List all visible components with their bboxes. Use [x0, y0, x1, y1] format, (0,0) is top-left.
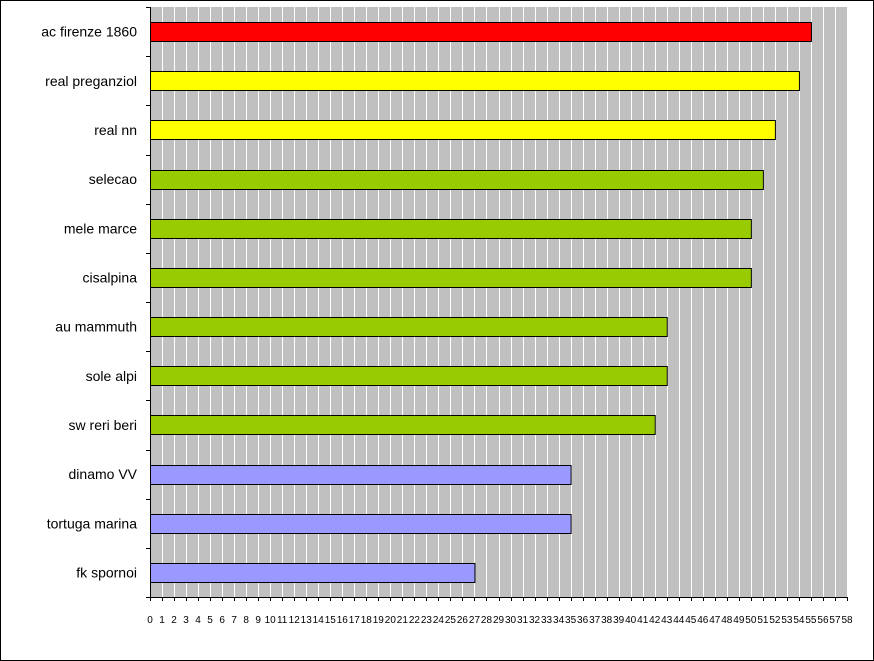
plot-area [150, 7, 847, 597]
bar-5 [150, 268, 752, 288]
x-tick-label: 34 [553, 615, 565, 626]
x-tick-label: 38 [601, 615, 613, 626]
x-tick-label: 31 [517, 615, 529, 626]
x-tick-label: 32 [529, 615, 541, 626]
x-tick-label: 24 [433, 615, 445, 626]
x-tick-label: 15 [325, 615, 337, 626]
category-label: real nn [94, 122, 137, 138]
x-tick-label: 54 [793, 615, 805, 626]
x-tick-label: 11 [277, 615, 288, 626]
x-tick-label: 2 [171, 615, 177, 626]
x-tick-label: 14 [313, 615, 325, 626]
x-tick-label: 33 [541, 615, 553, 626]
x-tick-label: 21 [397, 615, 409, 626]
category-label: selecao [89, 171, 137, 187]
x-tick-label: 6 [219, 615, 225, 626]
x-tick-label: 29 [493, 615, 505, 626]
bar-8 [150, 415, 656, 435]
x-tick-label: 50 [745, 615, 757, 626]
x-tick-label: 40 [625, 615, 637, 626]
category-label: tortuga marina [47, 515, 137, 531]
x-tick-label: 45 [685, 615, 697, 626]
x-tick-label: 55 [805, 615, 817, 626]
category-label: fk spornoi [76, 564, 137, 580]
bar-11 [150, 563, 476, 583]
x-tick-label: 8 [243, 615, 249, 626]
x-tick-label: 0 [147, 615, 153, 626]
x-tick-label: 57 [829, 615, 841, 626]
bar-6 [150, 317, 668, 337]
x-tick-label: 12 [289, 615, 301, 626]
x-tick-label: 13 [301, 615, 313, 626]
x-tick-label: 19 [373, 615, 385, 626]
x-tick-label: 42 [649, 615, 661, 626]
bar-3 [150, 170, 764, 190]
x-tick-label: 23 [421, 615, 433, 626]
x-tick-label: 43 [661, 615, 673, 626]
x-tick-label: 44 [673, 615, 685, 626]
x-tick-label: 46 [697, 615, 709, 626]
x-tick-label: 47 [709, 615, 721, 626]
x-tick-label: 22 [409, 615, 421, 626]
x-tick-label: 35 [565, 615, 577, 626]
x-tick-label: 18 [361, 615, 373, 626]
bar-10 [150, 514, 572, 534]
x-tick-label: 28 [481, 615, 493, 626]
x-tick-label: 48 [721, 615, 733, 626]
x-tick-label: 10 [265, 615, 277, 626]
x-tick-label: 5 [207, 615, 213, 626]
category-label: ac firenze 1860 [41, 24, 137, 40]
x-tick-label: 27 [469, 615, 481, 626]
x-tick-label: 53 [781, 615, 793, 626]
category-label: mele marce [64, 220, 137, 236]
x-tick-label: 16 [337, 615, 349, 626]
x-tick-label: 9 [255, 615, 261, 626]
x-tick-label: 4 [195, 615, 201, 626]
x-tick-label: 26 [457, 615, 469, 626]
x-tick-label: 36 [577, 615, 589, 626]
x-tick-label: 52 [769, 615, 781, 626]
x-tick-label: 17 [349, 615, 361, 626]
x-tick-label: 56 [817, 615, 829, 626]
x-tick-label: 3 [183, 615, 189, 626]
category-label: sole alpi [86, 368, 137, 384]
category-label: au mammuth [55, 319, 137, 335]
category-label: dinamo VV [69, 466, 138, 482]
x-tick-label: 49 [733, 615, 745, 626]
bar-1 [150, 71, 800, 91]
bar-9 [150, 465, 572, 485]
x-tick-label: 20 [385, 615, 397, 626]
x-tick-label: 51 [757, 615, 769, 626]
category-label: real preganziol [45, 73, 137, 89]
x-tick-label: 25 [445, 615, 457, 626]
x-tick-label: 39 [613, 615, 625, 626]
x-tick-label: 7 [231, 615, 237, 626]
x-tick-label: 1 [159, 615, 165, 626]
category-label: cisalpina [83, 269, 138, 285]
bar-4 [150, 219, 752, 239]
bar-7 [150, 366, 668, 386]
bar-0 [150, 22, 812, 42]
x-tick-label: 41 [637, 615, 649, 626]
x-tick-label: 58 [841, 615, 853, 626]
x-tick-label: 37 [589, 615, 601, 626]
bar-2 [150, 120, 776, 140]
category-label: sw reri beri [69, 417, 137, 433]
x-tick-label: 30 [505, 615, 517, 626]
